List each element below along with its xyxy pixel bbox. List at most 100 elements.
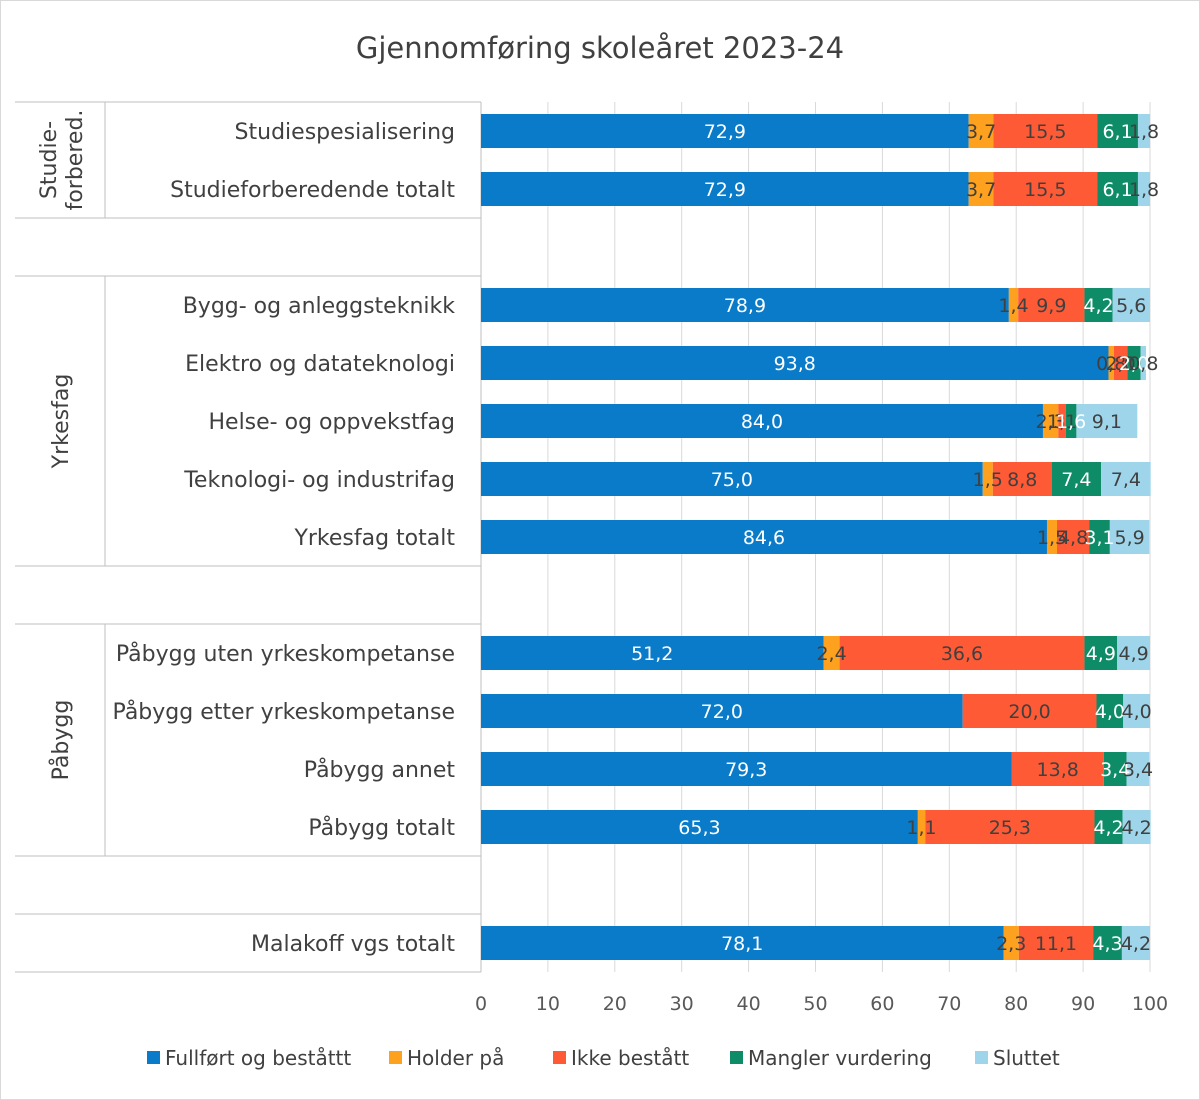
data-label: 9,1 [1092, 411, 1122, 433]
bar-segment [1051, 462, 1102, 496]
data-label: 1,1 [1047, 411, 1077, 433]
bar-segment [1058, 404, 1066, 438]
bar-segment [481, 114, 969, 148]
data-label: 4,2 [1121, 933, 1151, 955]
data-label: 93,8 [774, 353, 816, 375]
bar-segment [481, 520, 1047, 554]
data-label: 2,0 [1105, 353, 1135, 375]
bar-segment [1046, 520, 1058, 554]
data-label: 1,4 [998, 295, 1028, 317]
data-label: 4,0 [1122, 701, 1152, 723]
data-label: 1,6 [1056, 411, 1086, 433]
data-label: 4,2 [1083, 295, 1113, 317]
data-label: 3,4 [1123, 759, 1153, 781]
data-label: 72,9 [704, 179, 746, 201]
bar-segment [1113, 346, 1128, 380]
category-label: Teknologi- og industrifag [183, 468, 455, 493]
x-tick-label: 40 [737, 993, 761, 1015]
bar-segment [1065, 404, 1077, 438]
data-label: 1,1 [906, 817, 936, 839]
data-label: 2,0 [1119, 353, 1149, 375]
group-label: Studie-forbered. [37, 110, 88, 211]
legend-swatch [553, 1051, 566, 1064]
bar-segment [481, 346, 1109, 380]
category-label: Påbygg annet [304, 757, 456, 783]
category-label: Studieforberedende totalt [170, 178, 455, 203]
bar-segment [1122, 810, 1151, 844]
legend-swatch [730, 1051, 743, 1064]
bar-segment [993, 172, 1098, 206]
legend-swatch [975, 1051, 988, 1064]
bar-segment [1096, 694, 1124, 728]
bar-segment [917, 810, 926, 844]
group-label: Yrkesfag [49, 374, 74, 470]
bar-segment [968, 172, 994, 206]
data-label: 4,2 [1122, 817, 1152, 839]
bar-segment [481, 636, 824, 670]
data-label: 3,7 [966, 179, 996, 201]
data-label: 4,8 [1058, 527, 1088, 549]
bar-segment [1003, 926, 1019, 960]
data-label: 79,3 [725, 759, 767, 781]
bar-segment [1121, 926, 1150, 960]
data-label: 5,6 [1116, 295, 1146, 317]
bar-segment [1108, 346, 1114, 380]
legend-label: Ikke bestått [571, 1046, 689, 1070]
data-label: 2,3 [1036, 411, 1066, 433]
category-label: Yrkesfag totalt [293, 526, 455, 551]
x-tick-label: 10 [536, 993, 560, 1015]
bar-segment [1084, 636, 1118, 670]
data-label: 13,8 [1037, 759, 1079, 781]
bar-segment [1011, 752, 1104, 786]
bar-segment [481, 810, 918, 844]
category-label: Bygg- og anleggsteknikk [183, 294, 456, 319]
category-axis: Studie-forbered. Yrkesfag Påbygg Studiespes… [15, 101, 482, 973]
data-label: 1,8 [1129, 179, 1159, 201]
data-label: 65,3 [678, 817, 720, 839]
bar-segment [1123, 694, 1150, 728]
bar-segment [982, 462, 993, 496]
bar-segment [1018, 926, 1094, 960]
bar-segment [962, 694, 1097, 728]
data-label: 7,4 [1111, 469, 1141, 491]
bar-segment [1089, 520, 1110, 554]
bar-segment [1097, 172, 1138, 206]
bar-segment [993, 114, 1098, 148]
data-label: 75,0 [711, 469, 753, 491]
legend-label: Mangler vurdering [748, 1046, 932, 1070]
bar-segment [839, 636, 1085, 670]
bar-segment [481, 288, 1009, 322]
category-label: Studiespesialisering [235, 120, 455, 145]
bar-segment [1140, 346, 1146, 380]
data-label: 78,1 [721, 933, 763, 955]
bar-segment [481, 694, 963, 728]
legend-swatch [147, 1051, 160, 1064]
bar-segment [1109, 520, 1150, 554]
x-tick-label: 20 [603, 993, 627, 1015]
legend: Fullført og beståttt Holder på Ikke beståt… [147, 1046, 1060, 1070]
data-label: 36,6 [941, 643, 983, 665]
data-label: 2,4 [816, 643, 846, 665]
data-label: 3,7 [966, 121, 996, 143]
bar-segment [481, 404, 1043, 438]
data-label: 78,9 [724, 295, 766, 317]
x-tick-label: 30 [670, 993, 694, 1015]
legend-label: Sluttet [993, 1046, 1060, 1070]
data-label: 84,0 [741, 411, 783, 433]
data-label: 0,8 [1128, 353, 1158, 375]
data-label: 3,1 [1084, 527, 1114, 549]
data-label: 20,0 [1008, 701, 1050, 723]
data-label: 15,5 [1024, 179, 1066, 201]
bar-segment [481, 172, 969, 206]
category-label: Elektro og datateknologi [185, 352, 455, 377]
bar-segment [925, 810, 1095, 844]
bar-segment [1117, 636, 1150, 670]
bar-segment [1057, 520, 1090, 554]
bar-segment [1042, 404, 1059, 438]
bar-segment [1018, 288, 1085, 322]
data-label: 4,9 [1086, 643, 1116, 665]
bar-segment [1093, 926, 1122, 960]
bar-segment [968, 114, 994, 148]
bar-segment [823, 636, 840, 670]
